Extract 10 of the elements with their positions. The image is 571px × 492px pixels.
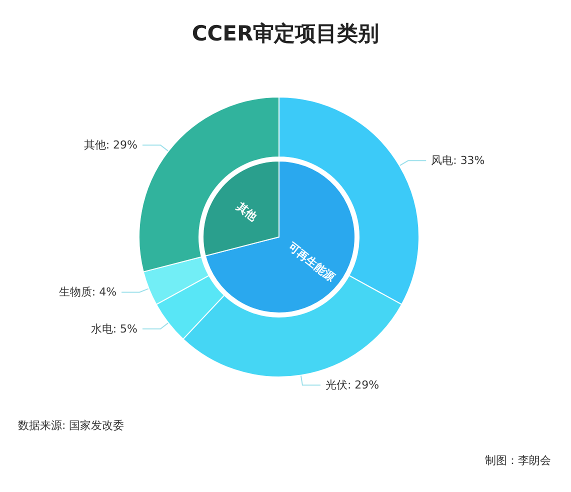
source-note: 数据来源: 国家发改委 xyxy=(18,418,124,433)
slice-label: 风电: 33% xyxy=(431,154,485,168)
slice-label: 其他: 29% xyxy=(84,138,138,152)
text: 制图：李朗会 xyxy=(485,453,551,468)
slice-label: 其他 xyxy=(233,199,260,224)
slice-label: 可再生能源 xyxy=(284,240,338,285)
slice-label: 水电: 5% xyxy=(90,322,138,336)
slice-label: 光伏: 29% xyxy=(325,378,380,392)
slice-label: 生物质: 4% xyxy=(58,286,117,299)
chart-title: CCER审定项目类别 xyxy=(192,22,380,46)
